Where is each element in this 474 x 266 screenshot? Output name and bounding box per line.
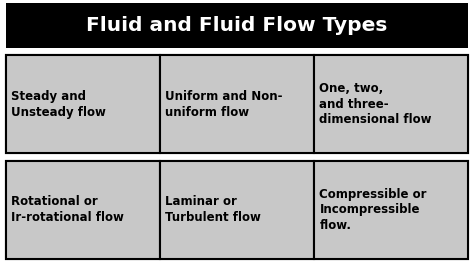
Bar: [6, 161, 160, 259]
Bar: [314, 55, 468, 153]
Bar: [6, 55, 468, 153]
Bar: [6, 55, 160, 153]
Text: Rotational or
Ir-rotational flow: Rotational or Ir-rotational flow: [11, 195, 124, 224]
Text: One, two,
and three-
dimensional flow: One, two, and three- dimensional flow: [319, 82, 432, 126]
Bar: [160, 55, 314, 153]
Bar: [160, 161, 314, 259]
Text: Fluid and Fluid Flow Types: Fluid and Fluid Flow Types: [86, 16, 388, 35]
Bar: [314, 161, 468, 259]
Text: Laminar or
Turbulent flow: Laminar or Turbulent flow: [165, 195, 261, 224]
Bar: [6, 3, 468, 48]
Text: Uniform and Non-
uniform flow: Uniform and Non- uniform flow: [165, 90, 283, 119]
Text: Compressible or
Incompressible
flow.: Compressible or Incompressible flow.: [319, 188, 427, 232]
Bar: [6, 161, 468, 259]
Text: Steady and
Unsteady flow: Steady and Unsteady flow: [11, 90, 106, 119]
